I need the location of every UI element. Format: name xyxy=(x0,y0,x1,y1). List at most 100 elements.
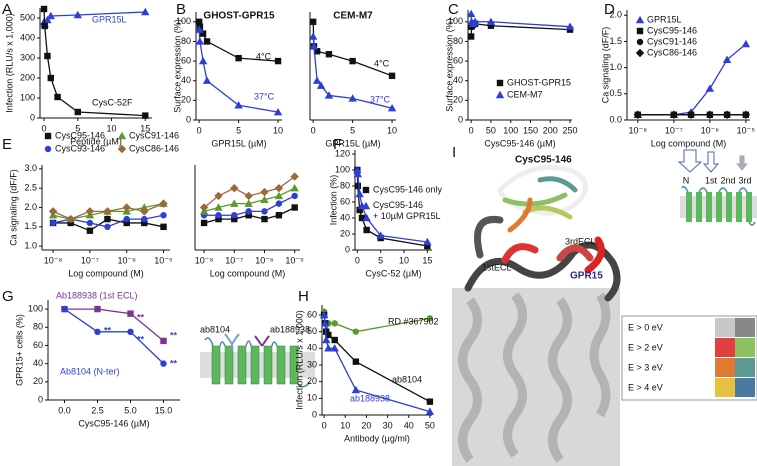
marker xyxy=(261,208,268,215)
legend-marker xyxy=(495,90,505,99)
y-tick-label: 30 xyxy=(307,359,317,369)
panel-label: C xyxy=(448,1,459,18)
energy-label: E > 3 eV xyxy=(628,362,663,372)
loop-label: 3rdECL xyxy=(565,236,596,246)
legend-marker xyxy=(117,131,127,140)
marker xyxy=(140,207,149,216)
y-axis-label: Ca signaling (dF/F) xyxy=(600,27,610,104)
marker xyxy=(426,398,434,405)
marker xyxy=(215,212,222,219)
marker xyxy=(352,328,360,335)
marker xyxy=(234,101,243,109)
marker xyxy=(127,328,134,336)
x-tick-label: 100 xyxy=(503,125,518,135)
marker xyxy=(355,189,364,198)
y-tick-label: 0 xyxy=(38,394,43,404)
marker xyxy=(388,72,396,80)
series-label: ab8104 xyxy=(392,374,422,384)
marker xyxy=(66,214,75,224)
y-tick-label: 500 xyxy=(20,12,35,22)
x-tick-label: 10 xyxy=(399,255,409,265)
marker xyxy=(741,39,751,48)
marker xyxy=(214,191,223,201)
marker xyxy=(633,110,643,119)
y-tick-label: 2.5 xyxy=(24,183,37,193)
x-axis-label: Log compound (M) xyxy=(210,268,286,278)
y-tick-label: 0 xyxy=(458,114,463,124)
x-tick-label: 10⁻⁵ xyxy=(154,255,173,265)
marker xyxy=(290,172,299,181)
antibody-label: ab8104 xyxy=(200,324,230,334)
energy-key: E > 0 eV E > 2 eV E > 3 eV E > 4 eV xyxy=(621,315,757,401)
series-label: Ab188938 (1st ECL) xyxy=(56,290,138,300)
y-tick-label: 20 xyxy=(453,95,463,105)
series-label: GPR15L xyxy=(92,14,127,24)
marker xyxy=(244,199,253,207)
marker xyxy=(274,183,284,193)
marker xyxy=(275,200,283,207)
x-tick-label: 150 xyxy=(523,125,538,135)
y-tick-label: 3.0 xyxy=(24,163,37,173)
marker xyxy=(235,54,242,62)
marker xyxy=(324,344,333,352)
legend-marker xyxy=(636,27,644,35)
marker xyxy=(309,42,319,50)
marker xyxy=(290,183,299,192)
marker xyxy=(49,219,57,227)
y-tick-label: 100 xyxy=(28,303,43,313)
marker xyxy=(141,219,148,227)
y-tick-label: 80 xyxy=(33,322,43,332)
marker xyxy=(351,385,361,394)
x-tick-label: 0 xyxy=(311,125,316,135)
x-axis-label: GPR15L (µM) xyxy=(211,138,266,148)
x-tick-label: 50 xyxy=(425,420,435,430)
marker xyxy=(202,76,212,84)
marker xyxy=(356,206,363,214)
y-tick-label: 1.5 xyxy=(609,36,622,46)
x-axis-label: Log compound (M) xyxy=(68,268,144,278)
legend-label: CysC93-146 xyxy=(55,143,105,153)
annotation: ** xyxy=(170,330,178,340)
x-tick-label: 10 xyxy=(340,420,350,430)
marker xyxy=(43,15,52,24)
marker xyxy=(203,38,211,45)
marker xyxy=(705,110,715,119)
x-tick-label: 5 xyxy=(378,255,383,265)
y-axis-label: Ca signaling (dF/F) xyxy=(8,169,18,246)
x-tick-label: 10 xyxy=(387,125,397,135)
marker xyxy=(722,110,732,119)
series-label: 4°C xyxy=(374,58,390,68)
y-tick-label: 0 xyxy=(312,409,317,419)
marker xyxy=(274,191,284,200)
y-axis-label: Surface expression (%) xyxy=(444,18,454,112)
marker xyxy=(231,212,238,219)
y-tick-label: 1.0 xyxy=(24,241,37,251)
x-tick-label: 10⁻⁶ xyxy=(117,255,136,265)
x-tick-label: 10⁻⁷ xyxy=(81,255,99,265)
y-tick-label: 0 xyxy=(186,114,191,124)
marker xyxy=(313,48,321,55)
marker xyxy=(486,17,496,25)
marker xyxy=(260,187,269,197)
x-tick-label: 0 xyxy=(322,420,327,430)
marker xyxy=(260,195,269,203)
y-tick-label: 20 xyxy=(340,228,350,238)
panel-label: G xyxy=(2,288,14,305)
topology-diagram: N 1st 2nd 3rd xyxy=(677,149,757,226)
legend-label: GPR15L xyxy=(647,14,682,24)
y-tick-label: 0 xyxy=(345,244,350,254)
legend-label: CysC95-146 + 10µM GPR15L xyxy=(373,200,440,221)
marker xyxy=(200,219,208,227)
annotation: ** xyxy=(170,358,178,368)
x-tick-label: 15.0 xyxy=(155,405,173,415)
marker xyxy=(245,208,252,215)
y-tick-label: 1.5 xyxy=(24,221,37,231)
marker xyxy=(353,165,362,174)
marker xyxy=(354,182,361,190)
marker xyxy=(387,104,397,112)
legend-marker xyxy=(361,201,371,210)
marker xyxy=(54,93,61,101)
y-tick-label: 50 xyxy=(307,326,317,336)
y-tick-label: 200 xyxy=(20,72,35,82)
marker xyxy=(261,215,268,223)
